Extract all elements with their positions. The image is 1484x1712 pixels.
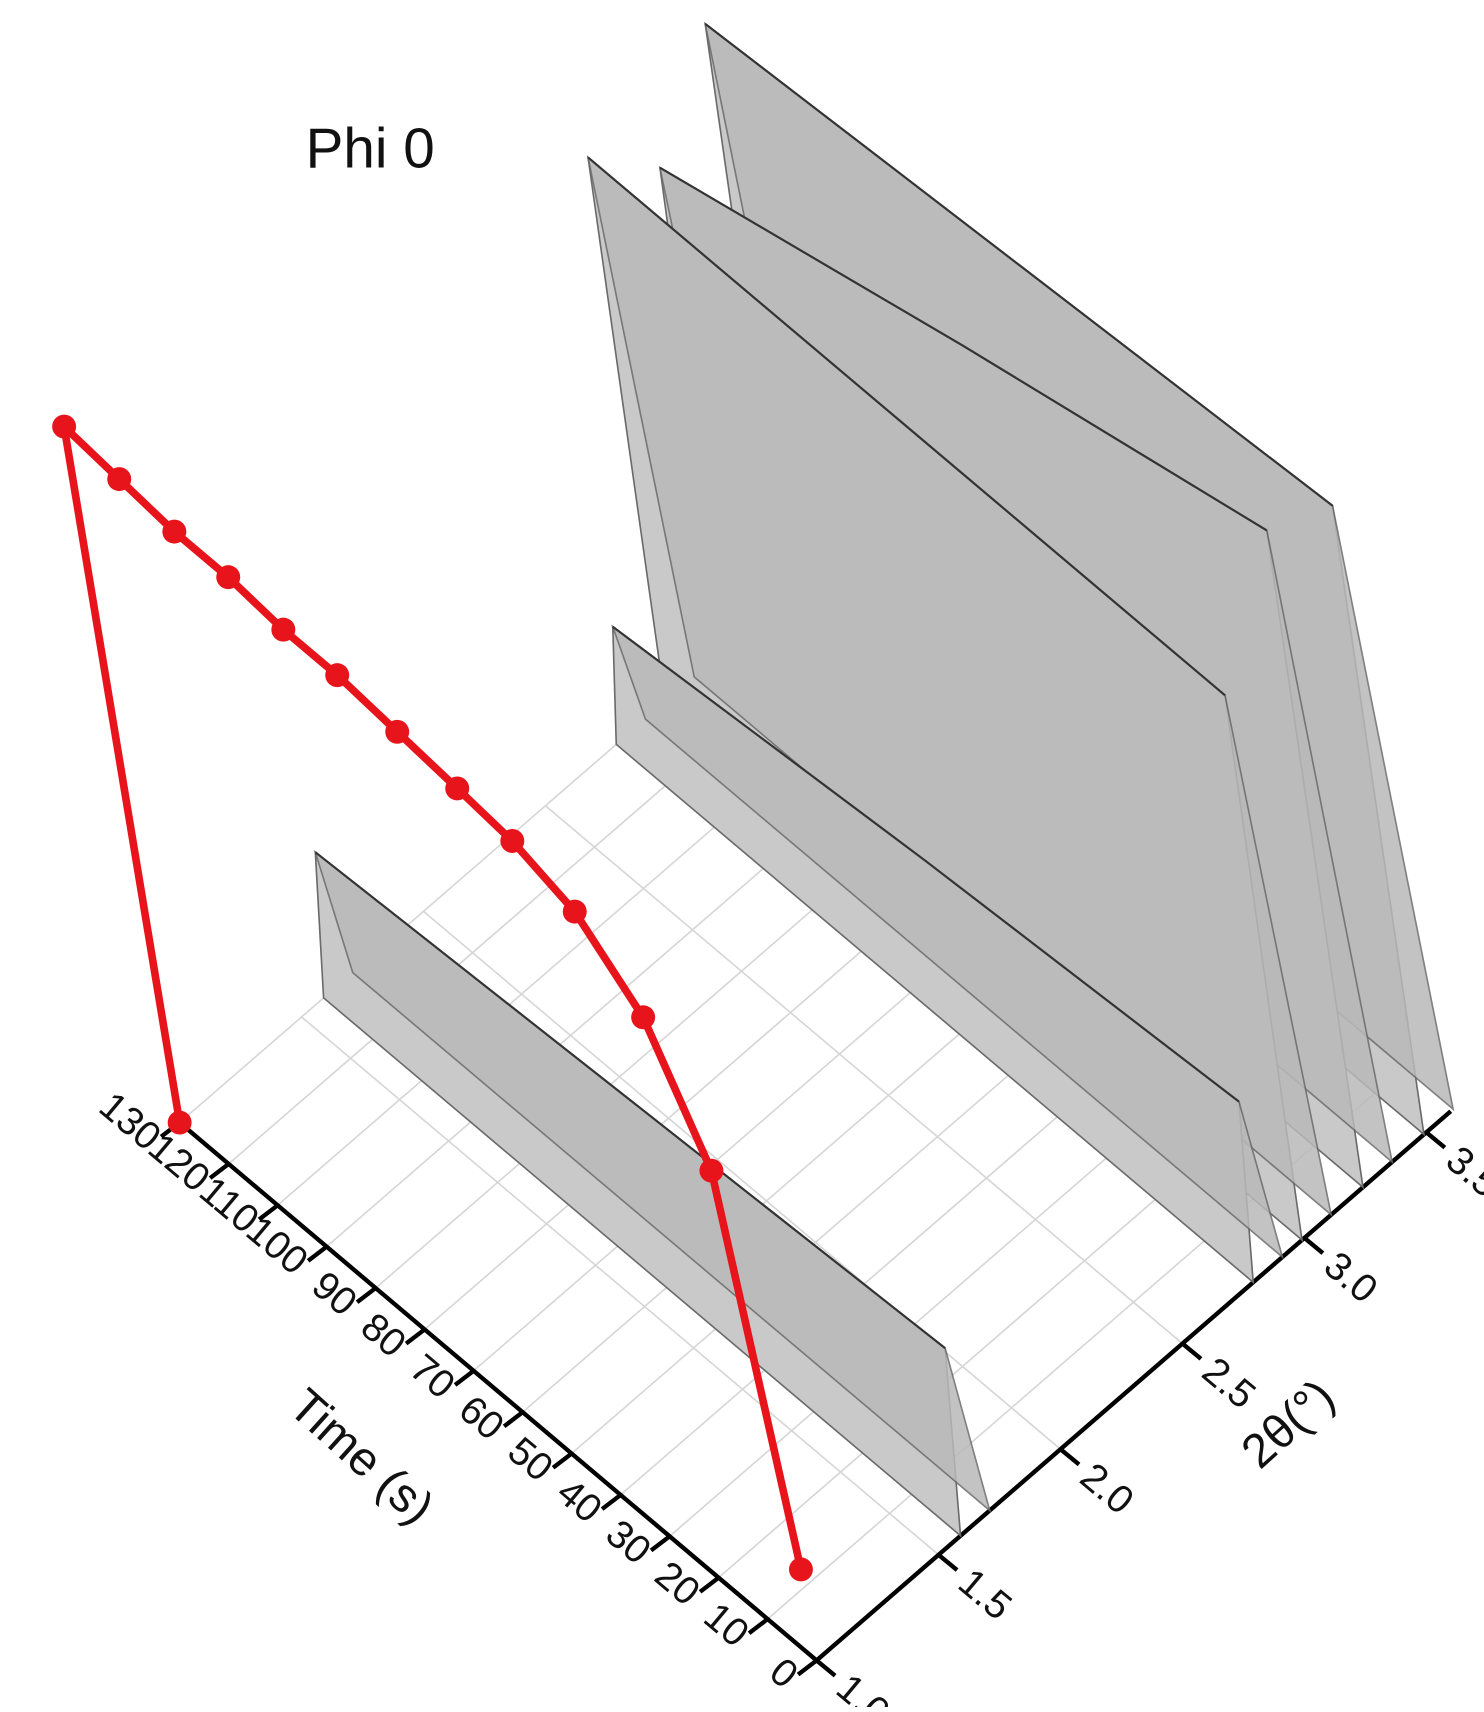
- x-tick: [1302, 1236, 1325, 1255]
- ridge-crest: [314, 851, 946, 1350]
- ridge-crest: [587, 156, 1226, 697]
- x-tick-label: 3.5: [1438, 1138, 1484, 1206]
- chart-title: Phi 0: [306, 116, 435, 179]
- line-point: [699, 1158, 724, 1183]
- x-tick: [1059, 1447, 1081, 1467]
- x-tick-label: 1.5: [950, 1561, 1019, 1629]
- y-tick: [502, 1410, 524, 1429]
- line-point: [631, 1005, 656, 1030]
- y-tick: [208, 1162, 230, 1180]
- line-point: [167, 1110, 192, 1135]
- plot: Phi 0 01020304050607080901001101201301.0…: [52, 21, 1484, 1712]
- line-point: [325, 663, 350, 688]
- x-tick-label: 2.5: [1194, 1349, 1263, 1417]
- ridge-crest: [612, 625, 1240, 1103]
- y-tick: [404, 1327, 426, 1346]
- line-point: [385, 719, 410, 744]
- ridge-crest: [704, 22, 1334, 507]
- y-tick: [551, 1451, 573, 1470]
- y-tick: [649, 1534, 671, 1553]
- line-point: [52, 414, 77, 439]
- x-tick: [937, 1553, 959, 1572]
- x-tick: [1181, 1341, 1203, 1361]
- grid-line: [423, 910, 1062, 1450]
- y-axis: [178, 1120, 819, 1663]
- x-tick: [815, 1658, 837, 1678]
- line-point: [445, 776, 470, 801]
- line-point: [788, 1557, 813, 1582]
- line-point: [107, 467, 132, 492]
- x-tick-label: 2.0: [1072, 1455, 1141, 1523]
- line-point: [162, 519, 187, 544]
- x-tick: [1424, 1130, 1447, 1150]
- ridge-crest: [659, 166, 1268, 532]
- y-tick: [698, 1575, 720, 1594]
- line-point: [216, 565, 241, 590]
- line: [60, 422, 805, 1571]
- y-tick: [355, 1286, 377, 1304]
- y-tick: [453, 1369, 475, 1387]
- line-point: [562, 899, 587, 924]
- x-tick-label: 1.0: [828, 1666, 897, 1707]
- x-axis: [815, 1109, 1453, 1663]
- y-tick: [306, 1244, 328, 1263]
- grid-line: [544, 805, 1183, 1345]
- line-point: [500, 828, 525, 853]
- y-tick: [796, 1658, 818, 1677]
- y-tick: [600, 1493, 622, 1511]
- y-axis-title: Time (s): [279, 1379, 444, 1535]
- x-tick-label: 3.0: [1316, 1244, 1385, 1312]
- line-point: [271, 617, 296, 642]
- y-tick: [257, 1203, 279, 1222]
- grid-line: [301, 1016, 940, 1556]
- y-tick: [747, 1617, 769, 1635]
